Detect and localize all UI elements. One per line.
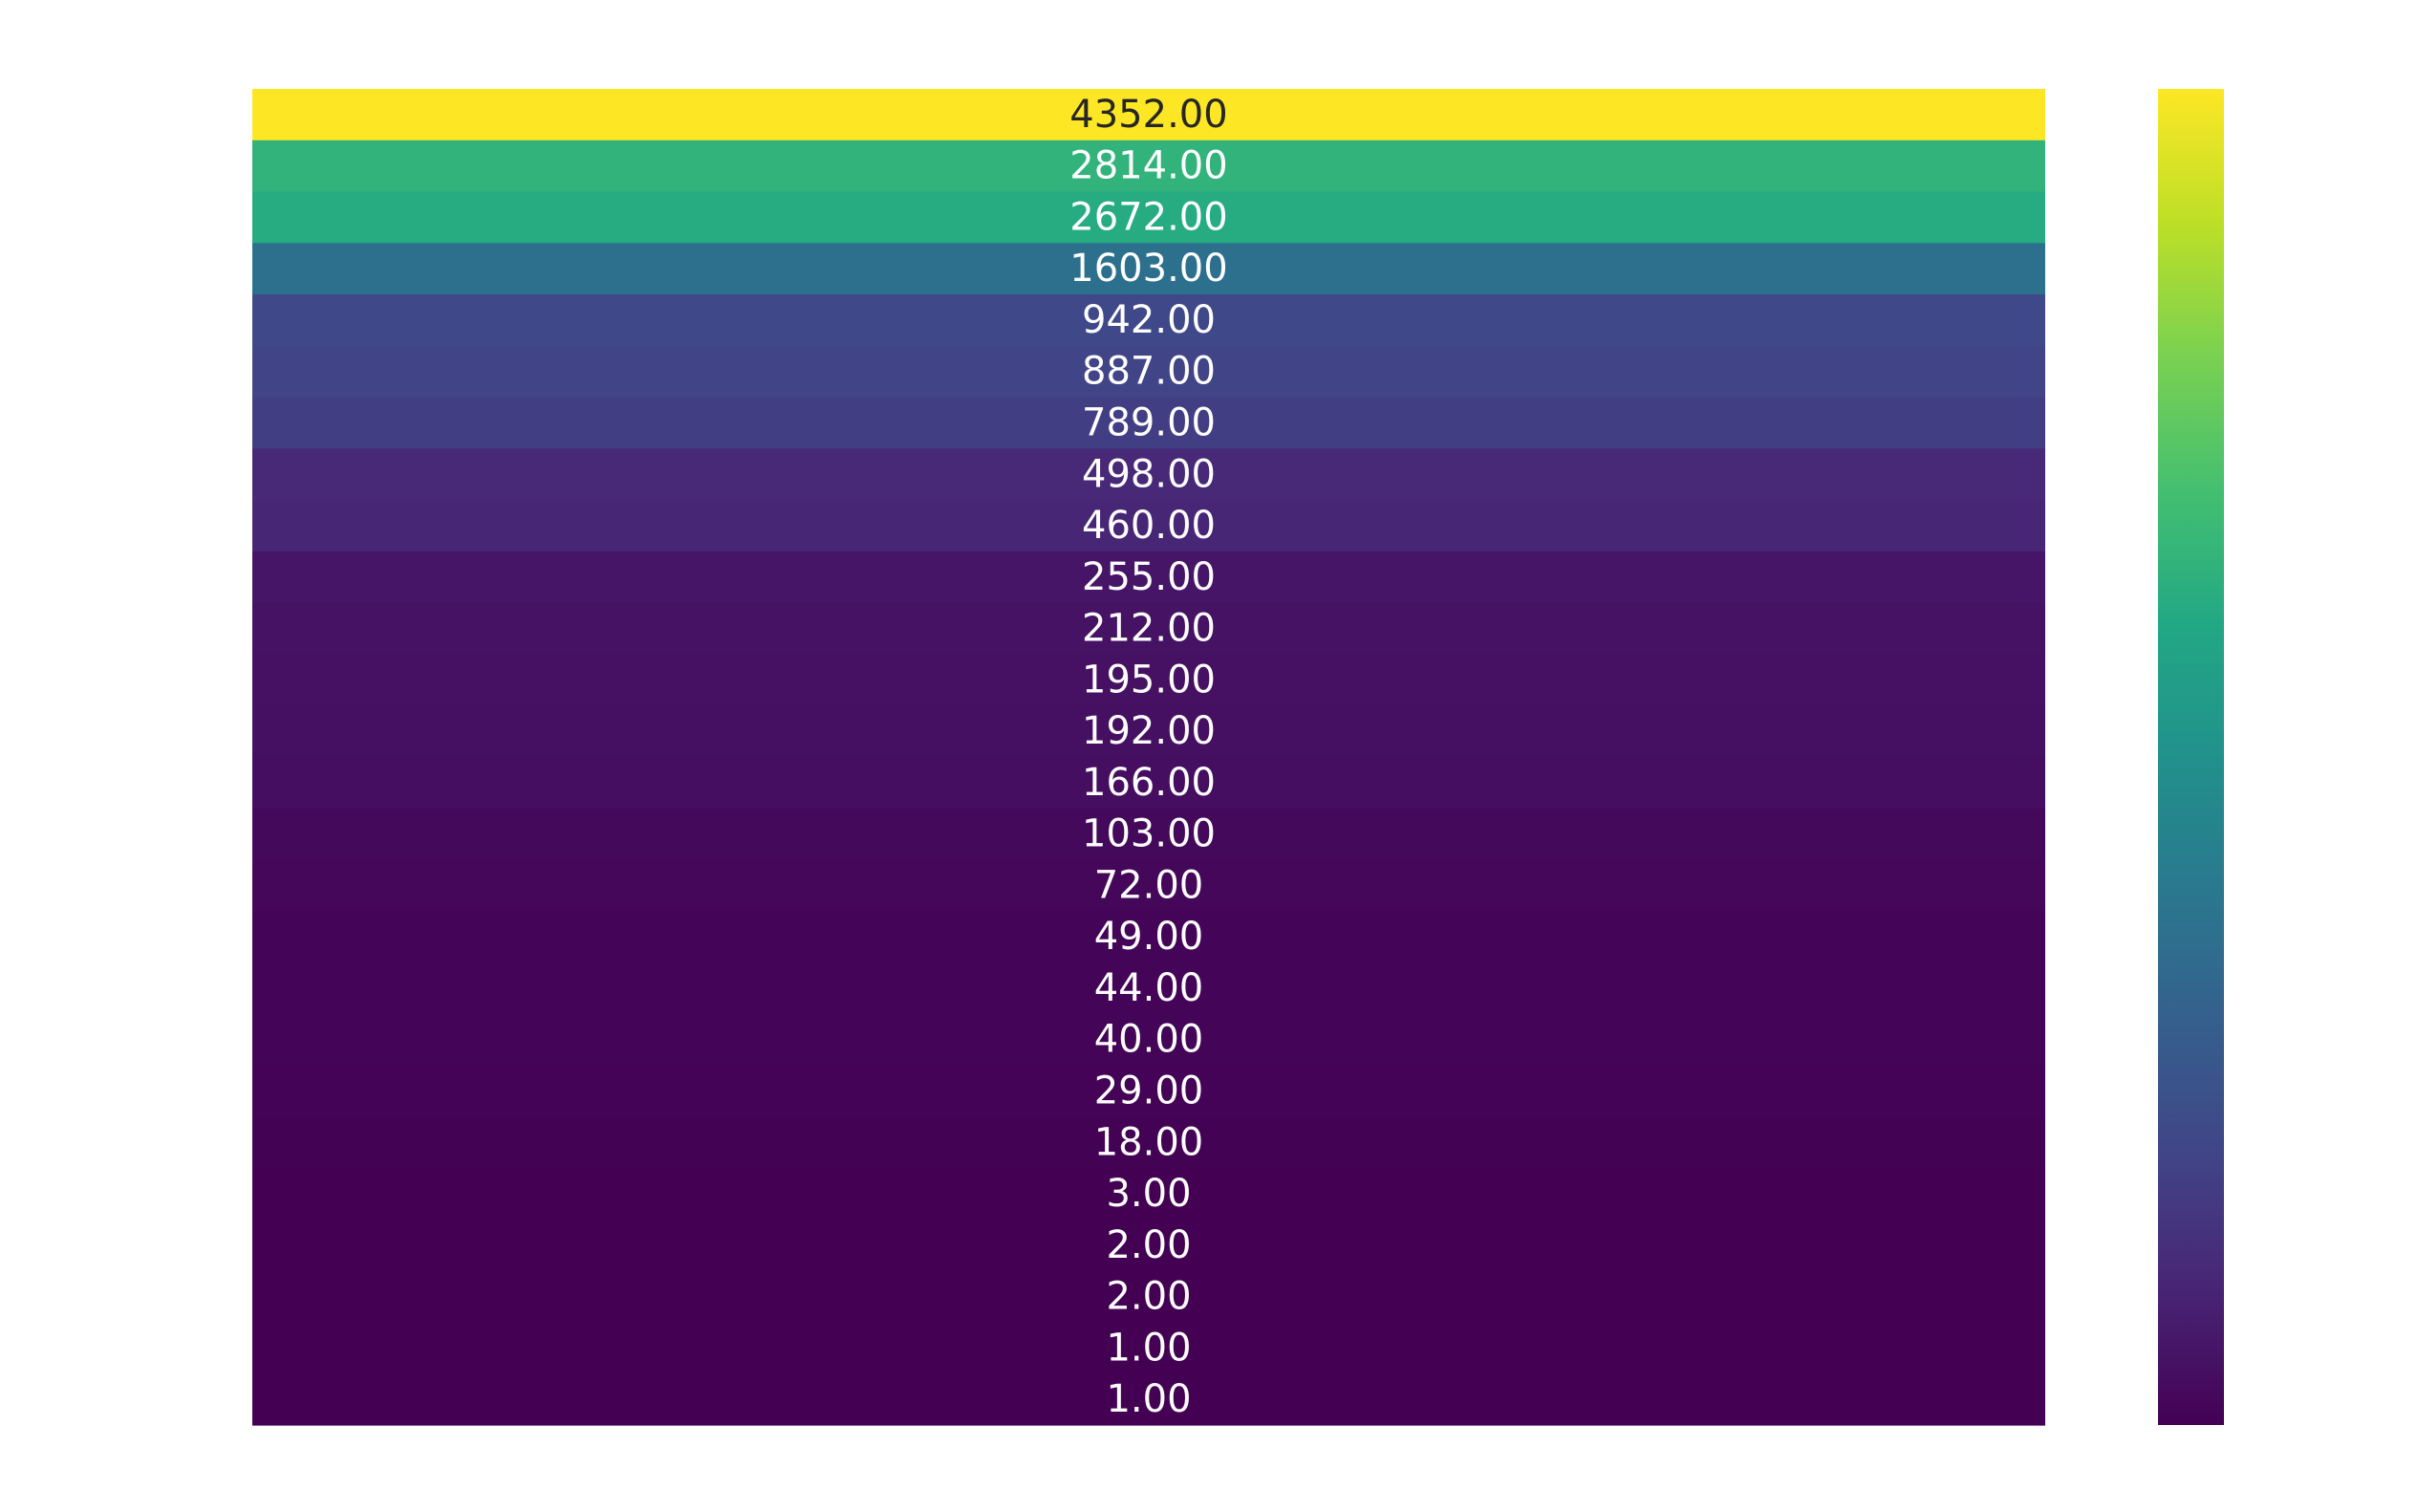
heatmap-cell-label: 2.00 xyxy=(1106,1275,1191,1319)
heatmap-cell-label: 4352.00 xyxy=(1069,93,1227,137)
heatmap-cell-label: 1.00 xyxy=(1106,1326,1191,1370)
heatmap-cell-label: 49.00 xyxy=(1094,915,1204,959)
heatmap-cell xyxy=(252,757,2045,810)
heatmap-cell xyxy=(252,911,2045,963)
heatmap-cell-label: 460.00 xyxy=(1082,504,1216,548)
heatmap-cell-label: 195.00 xyxy=(1082,658,1216,702)
heatmap-cell xyxy=(252,140,2045,193)
heatmap-cell xyxy=(252,1168,2045,1220)
heatmap-cell xyxy=(252,654,2045,706)
heatmap-cell xyxy=(252,345,2045,399)
colorbar xyxy=(2158,89,2224,1425)
heatmap-cell-label: 103.00 xyxy=(1082,812,1216,856)
heatmap-cell xyxy=(252,1013,2045,1067)
heatmap-cell xyxy=(252,448,2045,501)
heatmap-cell xyxy=(252,859,2045,912)
heatmap-cell xyxy=(252,1270,2045,1324)
heatmap-cell-label: 2672.00 xyxy=(1069,195,1227,239)
heatmap-cell-label: 72.00 xyxy=(1094,863,1204,907)
heatmap-cell-label: 887.00 xyxy=(1082,350,1216,394)
heatmap-cell-label: 255.00 xyxy=(1082,555,1216,599)
heatmap-cell-label: 3.00 xyxy=(1106,1172,1191,1216)
heatmap-cell-label: 18.00 xyxy=(1094,1120,1204,1164)
colorbar-gradient xyxy=(2158,89,2224,1425)
heatmap-cell-label: 192.00 xyxy=(1082,709,1216,753)
heatmap-cell xyxy=(252,551,2045,604)
heatmap-cell-label: 29.00 xyxy=(1094,1069,1204,1113)
heatmap-cell xyxy=(252,500,2045,552)
heatmap-cell-label: 166.00 xyxy=(1082,761,1216,805)
heatmap-cell-labels: 4352.00 2814.00 2672.00 1603.00 942.00 887.00… xyxy=(1069,93,1227,1421)
heatmap-cell xyxy=(252,705,2045,758)
heatmap-cell xyxy=(252,602,2045,656)
heatmap-cell-label: 1.00 xyxy=(1106,1377,1191,1421)
heatmap-cell xyxy=(252,1116,2045,1169)
heatmap-cell-label: 212.00 xyxy=(1082,607,1216,651)
heatmap-cells xyxy=(252,89,2045,1426)
heatmap-cell xyxy=(252,1322,2045,1374)
heatmap-cell xyxy=(252,294,2045,347)
heatmap-cell-label: 1603.00 xyxy=(1069,247,1227,291)
heatmap-cell-label: 498.00 xyxy=(1082,452,1216,496)
heatmap-cell-label: 942.00 xyxy=(1082,298,1216,342)
heatmap-cell xyxy=(252,89,2045,141)
heatmap-cell-label: 2814.00 xyxy=(1069,144,1227,188)
heatmap-cell xyxy=(252,1373,2045,1426)
heatmap-cell xyxy=(252,191,2045,244)
heatmap-cell-label: 789.00 xyxy=(1082,401,1216,445)
heatmap-cell xyxy=(252,1065,2045,1117)
heatmap-cell xyxy=(252,243,2045,295)
heatmap-cell xyxy=(252,1219,2045,1272)
heatmap-cell-label: 44.00 xyxy=(1094,966,1204,1010)
heatmap-cell xyxy=(252,962,2045,1015)
heatmap-cell-label: 40.00 xyxy=(1094,1018,1204,1062)
heatmap-cell xyxy=(252,397,2045,449)
heatmap-cell xyxy=(252,808,2045,861)
heatmap-cell-label: 2.00 xyxy=(1106,1223,1191,1267)
